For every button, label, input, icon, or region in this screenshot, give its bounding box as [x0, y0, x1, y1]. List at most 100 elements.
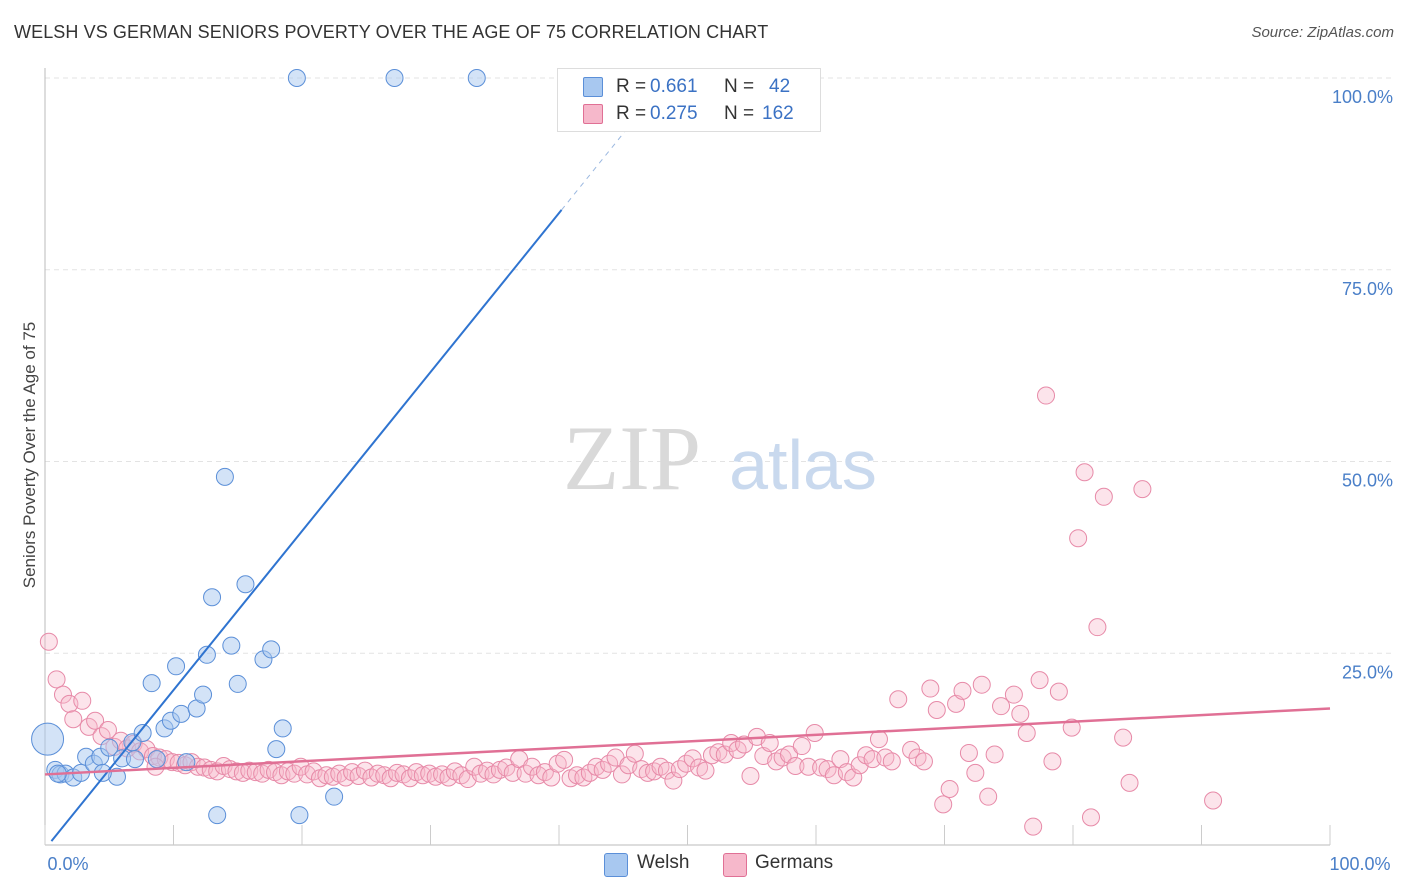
germans-point — [934, 795, 953, 814]
germans-point — [914, 752, 933, 771]
germans-point — [1075, 463, 1094, 482]
welsh-point — [236, 575, 255, 594]
germans-point — [555, 750, 574, 769]
germans-point — [959, 743, 978, 762]
germans-point — [889, 690, 908, 709]
germans-point — [979, 787, 998, 806]
germans-point — [760, 733, 779, 752]
germans-point — [645, 762, 664, 781]
germans-point — [799, 757, 818, 776]
germans-point — [317, 766, 336, 785]
germans-n-value: 162 — [762, 103, 794, 124]
germans-point — [869, 730, 888, 749]
welsh-point — [273, 719, 292, 738]
germans-point — [947, 694, 966, 713]
germans-point — [1043, 752, 1062, 771]
germans-point — [1204, 791, 1223, 810]
welsh-points — [31, 69, 486, 825]
germans-point — [1081, 808, 1100, 827]
welsh-point — [262, 640, 281, 659]
welsh-trend-line — [50, 209, 563, 842]
germans-point — [792, 737, 811, 756]
germans-point — [574, 768, 593, 787]
welsh-point — [208, 806, 227, 825]
germans-point — [696, 761, 715, 780]
welsh-point — [125, 750, 144, 769]
germans-point — [47, 670, 66, 689]
welsh-point — [100, 738, 119, 757]
germans-point — [992, 697, 1011, 716]
germans-point — [625, 744, 644, 763]
welsh-point — [228, 674, 247, 693]
germans-point — [1114, 728, 1133, 747]
germans-point — [73, 691, 92, 710]
germans-point — [86, 711, 105, 730]
germans-point — [227, 762, 246, 781]
y-tick-label: 50.0% — [1342, 471, 1393, 491]
welsh-swatch — [583, 77, 603, 97]
germans-point — [940, 780, 959, 799]
watermark-atlas: atlas — [729, 426, 877, 504]
welsh-point — [197, 645, 216, 664]
welsh-point — [290, 806, 309, 825]
germans-point — [664, 771, 683, 790]
germans-point — [657, 761, 676, 780]
germans-point — [1004, 685, 1023, 704]
germans-point — [927, 701, 946, 720]
germans-point — [1011, 704, 1030, 723]
germans-point — [53, 685, 72, 704]
germans-point — [683, 749, 702, 768]
germans-point — [1024, 817, 1043, 836]
x-tick-label-max: 100.0% — [1329, 854, 1390, 874]
germans-point — [953, 681, 972, 700]
germans-point — [39, 632, 58, 651]
germans-point — [786, 756, 805, 775]
welsh-point — [222, 636, 241, 655]
germans-point — [1037, 386, 1056, 405]
welsh-point — [287, 69, 306, 87]
germans-legend-label: Germans — [755, 852, 834, 873]
welsh-point — [147, 750, 166, 769]
germans-point — [413, 766, 432, 785]
welsh-point — [167, 657, 186, 676]
germans-legend-swatch — [723, 853, 747, 877]
axes — [44, 68, 1331, 846]
germans-point — [966, 763, 985, 782]
germans-swatch — [583, 104, 603, 124]
germans-point — [805, 724, 824, 743]
chart-title: WELSH VS GERMAN SENIORS POVERTY OVER THE… — [14, 22, 769, 42]
germans-r-value: 0.275 — [650, 103, 698, 124]
germans-point — [516, 764, 535, 783]
germans-n-label: N = — [724, 103, 755, 124]
welsh-r-value: 0.661 — [650, 76, 698, 97]
germans-point — [985, 745, 1004, 764]
welsh-point — [172, 704, 191, 723]
tick-labels: 25.0% 50.0% 75.0% 100.0% 0.0% 100.0% — [47, 87, 1393, 874]
welsh-n-label: N = — [724, 76, 755, 97]
germans-point — [1062, 718, 1081, 737]
germans-point — [831, 750, 850, 769]
welsh-legend-swatch — [604, 853, 628, 877]
welsh-point — [215, 467, 234, 486]
welsh-point — [203, 588, 222, 607]
welsh-point — [385, 69, 404, 87]
germans-point — [1030, 671, 1049, 690]
germans-point — [780, 745, 799, 764]
welsh-legend-label: Welsh — [637, 852, 690, 873]
germans-point — [972, 675, 991, 694]
germans-point — [863, 750, 882, 769]
welsh-point — [133, 724, 152, 743]
germans-point — [1049, 682, 1068, 701]
germans-point — [1133, 480, 1152, 499]
watermark-zip: ZIP — [563, 407, 701, 509]
germans-point — [1120, 773, 1139, 792]
welsh-point — [325, 787, 344, 806]
y-tick-label: 75.0% — [1342, 279, 1393, 299]
germans-point — [98, 720, 117, 739]
germans-trend-line — [44, 707, 1331, 776]
source-label: Source: ZipAtlas.com — [1251, 24, 1394, 41]
germans-point — [64, 710, 83, 729]
gridlines — [45, 77, 1392, 654]
germans-point — [1088, 618, 1107, 637]
